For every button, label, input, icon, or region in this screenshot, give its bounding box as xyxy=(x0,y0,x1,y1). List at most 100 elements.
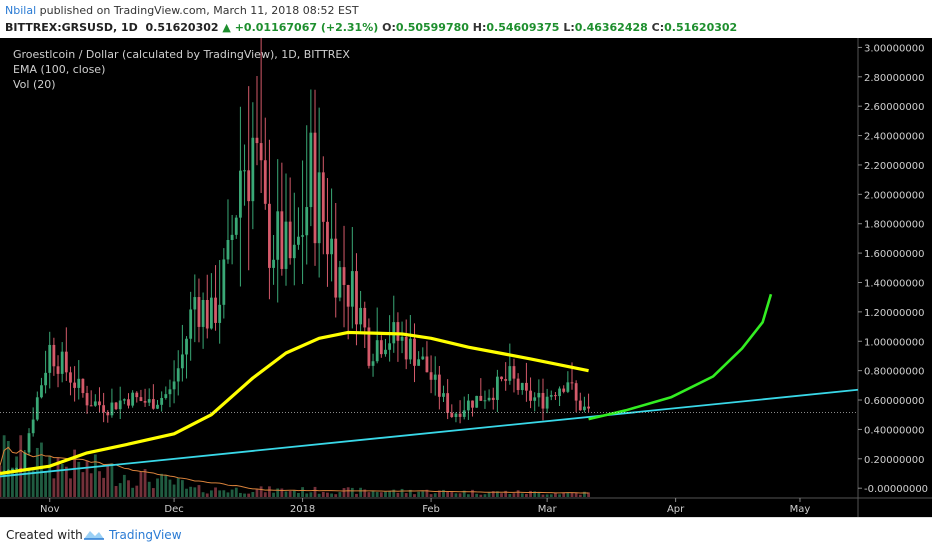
volume-bar xyxy=(23,471,27,497)
volume-bar xyxy=(197,485,201,497)
volume-bar xyxy=(135,485,139,497)
footer: Created with TradingView xyxy=(0,517,932,550)
candle-up xyxy=(475,395,479,408)
volume-bar xyxy=(77,461,81,497)
candle-down xyxy=(127,399,130,406)
volume-bar xyxy=(259,486,263,497)
volume-bar xyxy=(185,488,188,497)
candle-down xyxy=(516,378,520,391)
price-tick-label: 1.60000000 xyxy=(864,249,924,260)
candle-up xyxy=(583,406,586,411)
volume-bar xyxy=(375,492,379,497)
volume-bar xyxy=(408,489,412,497)
volume-bar xyxy=(151,488,155,497)
price-chart[interactable]: 3.00000000 2.80000000 2.60000000 2.40000000… xyxy=(0,38,932,517)
candle-up xyxy=(168,389,172,395)
volume-bar xyxy=(549,494,553,497)
volume-bar xyxy=(446,491,450,497)
price-tick-label: 2.80000000 xyxy=(864,73,924,84)
candle-up xyxy=(131,392,135,406)
candle-up xyxy=(533,397,537,401)
close-label: C: xyxy=(651,21,665,34)
price-change: +0.01167067 (+2.31%) xyxy=(234,21,379,34)
volume-indicator-label[interactable]: Vol (20) xyxy=(13,78,56,91)
candle-down xyxy=(437,374,441,397)
volume-bar xyxy=(44,471,47,497)
candle-up xyxy=(176,368,180,382)
candle-up xyxy=(309,132,313,208)
last-price: 0.51620302 xyxy=(145,21,219,34)
candle-down xyxy=(52,344,56,367)
candle-up xyxy=(222,259,226,305)
volume-bar xyxy=(243,493,246,497)
volume-bar xyxy=(413,494,416,497)
candle-down xyxy=(205,299,209,329)
candle-down xyxy=(89,405,93,407)
volume-bar xyxy=(131,487,135,497)
candle-up xyxy=(487,397,491,401)
candle-down xyxy=(255,137,259,144)
volume-bar xyxy=(89,473,93,497)
volume-bar xyxy=(102,477,106,497)
up-arrow-icon: ▲ xyxy=(222,21,231,34)
candle-up xyxy=(454,413,458,417)
publish-info: published on TradingView.com, March 11, … xyxy=(39,4,359,17)
volume-bar xyxy=(272,492,275,497)
volume-bar xyxy=(350,487,354,497)
price-tick-label: 0.60000000 xyxy=(864,396,924,407)
candle-down xyxy=(562,388,566,392)
volume-bar xyxy=(504,490,508,497)
candle-up xyxy=(408,338,412,360)
volume-bar xyxy=(371,490,375,497)
candle-up xyxy=(201,299,205,327)
candle-down xyxy=(578,400,582,411)
volume-bar xyxy=(554,492,557,497)
candle-down xyxy=(525,382,528,391)
candle-up xyxy=(118,400,122,410)
candle-up xyxy=(301,235,304,237)
candle-down xyxy=(471,400,474,408)
volume-bar xyxy=(93,454,97,497)
volume-bar xyxy=(388,491,392,497)
volume-bar xyxy=(309,492,313,497)
volume-bar xyxy=(110,463,114,497)
price-tick-label: 2.20000000 xyxy=(864,161,924,172)
candle-down xyxy=(570,382,574,384)
candle-up xyxy=(180,354,184,369)
volume-bar xyxy=(48,455,52,497)
candle-down xyxy=(326,221,329,255)
volume-bar xyxy=(330,493,333,497)
low-value: 0.46362428 xyxy=(574,21,648,34)
chart-area[interactable]: 3.00000000 2.80000000 2.60000000 2.40000000… xyxy=(0,38,932,517)
candle-up xyxy=(27,433,31,453)
author-link[interactable]: Nbilal xyxy=(5,4,37,17)
volume-bar xyxy=(425,489,429,497)
candle-up xyxy=(31,419,35,434)
candle-up xyxy=(384,349,387,355)
time-tick-label: May xyxy=(790,504,811,515)
price-tick-label: 1.20000000 xyxy=(864,308,924,319)
volume-bar xyxy=(367,492,371,497)
volume-bar xyxy=(396,492,400,497)
candle-down xyxy=(512,366,516,379)
candle-down xyxy=(214,297,217,323)
volume-bar xyxy=(239,492,242,497)
volume-bar xyxy=(98,471,101,497)
candle-down xyxy=(102,405,106,413)
tradingview-logo-icon[interactable] xyxy=(82,527,106,543)
candle-up xyxy=(462,410,466,417)
candle-up xyxy=(164,394,168,398)
volume-bar xyxy=(11,467,14,497)
candle-down xyxy=(379,340,383,355)
volume-bar xyxy=(334,494,338,497)
volume-bar xyxy=(160,473,164,497)
candle-up xyxy=(388,343,392,350)
candle-down xyxy=(139,397,143,402)
tradingview-brand-link[interactable]: TradingView xyxy=(109,528,182,542)
chart-title: Groestlcoin / Dollar (calculated by Trad… xyxy=(13,48,350,61)
candle-up xyxy=(44,372,47,386)
candle-up xyxy=(537,392,541,398)
candle-down xyxy=(446,393,450,413)
volume-bar xyxy=(384,491,387,497)
ema-indicator-label[interactable]: EMA (100, close) xyxy=(13,63,106,76)
